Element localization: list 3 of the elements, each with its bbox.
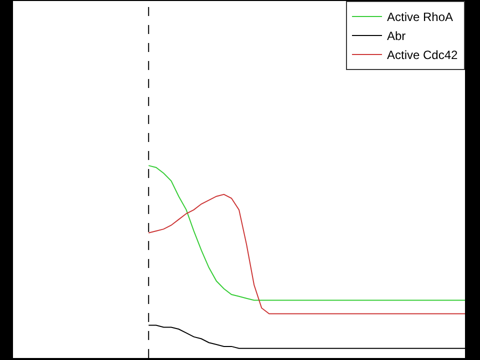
- legend-label: Active Cdc42: [387, 48, 458, 62]
- legend-label: Abr: [387, 29, 406, 44]
- legend-label: Active RhoA: [387, 10, 454, 24]
